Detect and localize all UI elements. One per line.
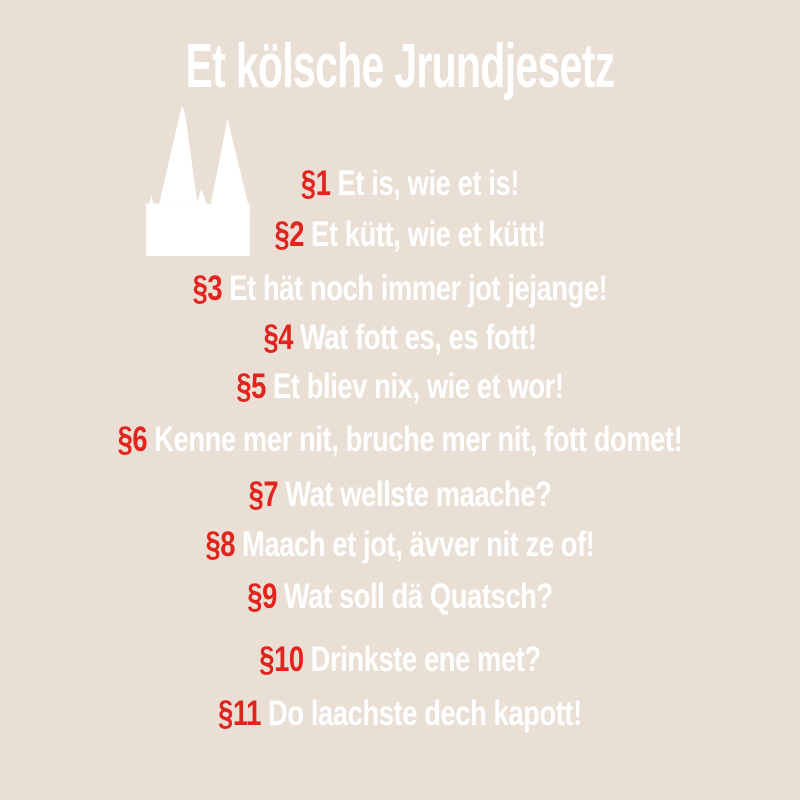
law-text: Maach et jot, ävver nit ze of! (242, 525, 595, 564)
paragraph-number: §10 (259, 640, 304, 679)
paragraph-number: §1 (300, 164, 331, 203)
law-text: Wat fott es, es fott! (300, 318, 537, 357)
paragraph-number: §6 (117, 420, 148, 459)
paragraph-number: §7 (248, 475, 279, 514)
law-text: Do laachste dech kapott! (268, 694, 582, 733)
law-line: §1 Et is, wie et is! (98, 166, 722, 201)
law-text: Wat wellste maache? (285, 475, 552, 514)
law-line: §7 Wat wellste maache? (88, 477, 712, 512)
paragraph-number: §8 (205, 525, 236, 564)
cologne-cathedral-icon (146, 106, 250, 256)
paragraph-number: §2 (274, 215, 305, 254)
law-line: §6 Kenne mer nit, bruche mer nit, fott do… (88, 422, 712, 457)
law-text: Et kütt, wie et kütt! (311, 215, 546, 254)
paragraph-number: §5 (236, 367, 266, 406)
law-text: Et hät noch immer jot jejange! (229, 269, 608, 308)
paragraph-number: §11 (218, 694, 262, 733)
law-text: Et is, wie et is! (337, 164, 520, 203)
paragraph-number: §9 (247, 577, 277, 616)
law-line: §11 Do laachste dech kapott! (88, 696, 712, 731)
law-line: §9 Wat soll dä Quatsch? (88, 579, 712, 614)
paragraph-number: §3 (192, 269, 223, 308)
law-line: §2 Et kütt, wie et kütt! (98, 217, 722, 252)
paragraph-number: §4 (263, 318, 294, 357)
law-line: §3 Et hät noch immer jot jejange! (88, 271, 712, 306)
law-text: Wat soll dä Quatsch? (283, 577, 553, 616)
law-text: Drinkste ene met? (310, 640, 541, 679)
poster-title: Et kölsche Jrundjesetz (185, 32, 616, 101)
law-line: §10 Drinkste ene met? (88, 642, 712, 677)
law-line: §5 Et bliev nix, wie et wor! (88, 369, 712, 404)
law-text: Kenne mer nit, bruche mer nit, fott dome… (154, 420, 683, 459)
law-line: §4 Wat fott es, es fott! (88, 320, 712, 355)
law-line: §8 Maach et jot, ävver nit ze of! (88, 527, 712, 562)
law-text: Et bliev nix, wie et wor! (272, 367, 564, 406)
